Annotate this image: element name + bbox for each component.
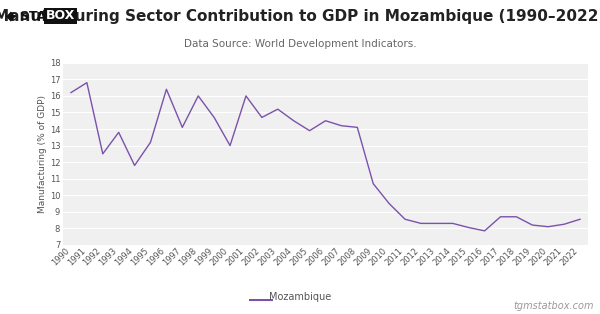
- Text: BOX: BOX: [46, 9, 76, 22]
- Text: Data Source: World Development Indicators.: Data Source: World Development Indicator…: [184, 39, 416, 49]
- Text: tgmstatbox.com: tgmstatbox.com: [514, 301, 594, 311]
- Text: Manufacturing Sector Contribution to GDP in Mozambique (1990–2022): Manufacturing Sector Contribution to GDP…: [0, 9, 600, 24]
- Text: ◆ STAT: ◆ STAT: [6, 9, 54, 22]
- Text: Mozambique: Mozambique: [269, 292, 331, 302]
- Y-axis label: Manufacturing (% of GDP): Manufacturing (% of GDP): [38, 95, 47, 213]
